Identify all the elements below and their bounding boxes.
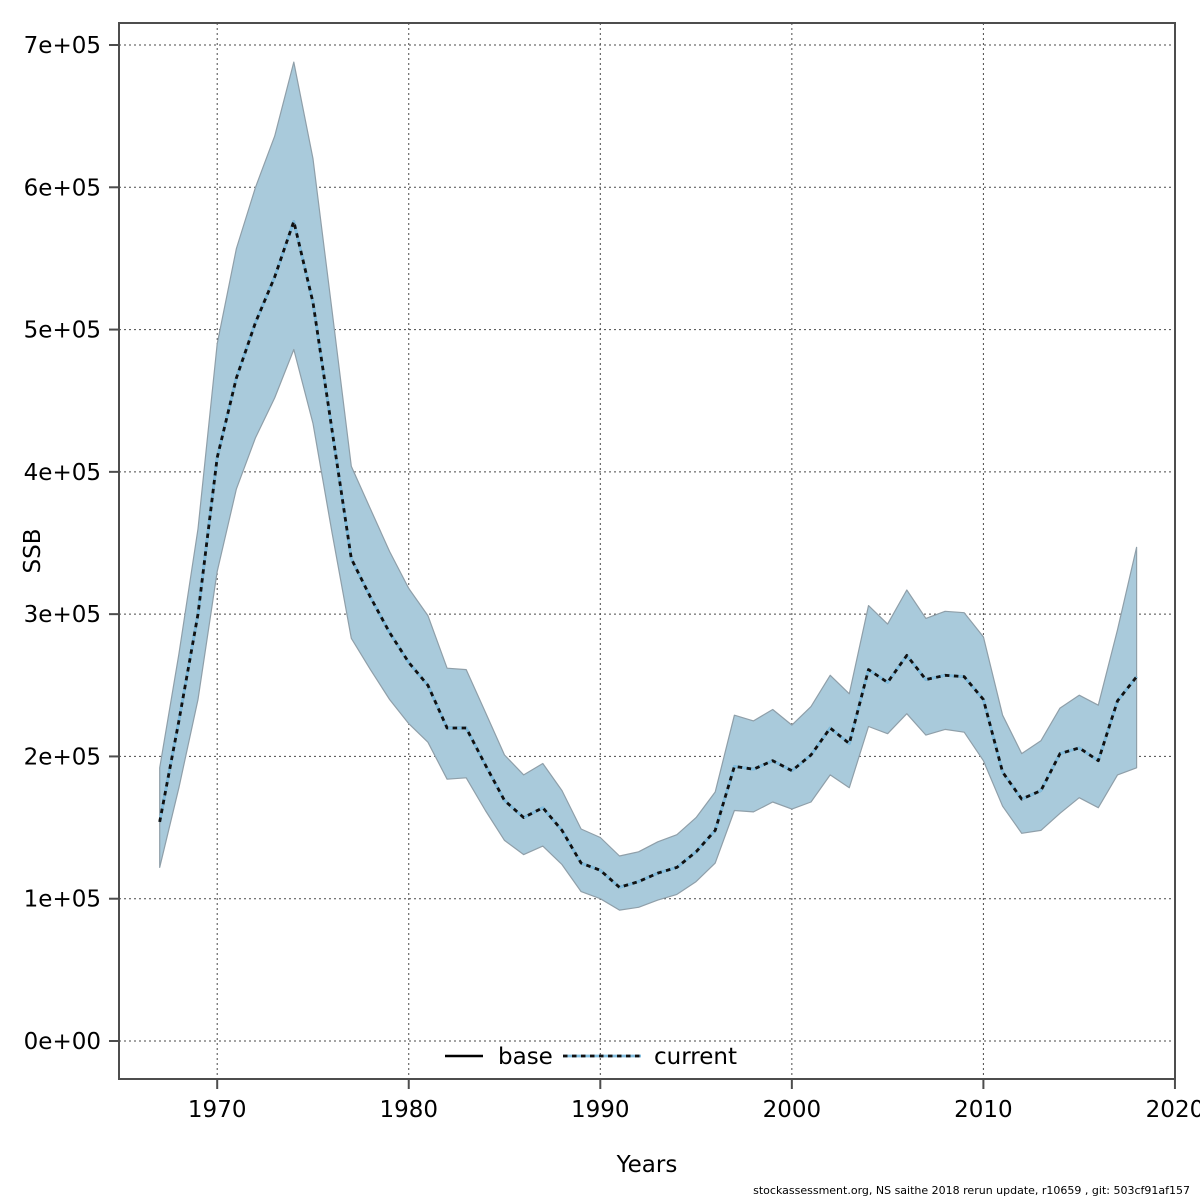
- x-axis-title: Years: [616, 1152, 678, 1178]
- footer-caption: stockassessment.org, NS saithe 2018 reru…: [753, 1184, 1190, 1197]
- y-tick-label: 0e+00: [24, 1029, 101, 1055]
- y-axis-title: SSB: [20, 529, 46, 574]
- y-tick-label: 4e+05: [24, 460, 101, 486]
- y-tick-label: 2e+05: [24, 744, 101, 770]
- legend: base current: [445, 1044, 737, 1070]
- x-tick-label: 2010: [954, 1097, 1013, 1123]
- y-tick-label: 5e+05: [24, 318, 101, 344]
- axis-ticks: [109, 43, 1176, 1089]
- x-tick-label: 2000: [763, 1097, 822, 1123]
- legend-current-label: current: [654, 1044, 737, 1070]
- current-line-dashes: [158, 219, 1138, 889]
- y-tick-label: 7e+05: [24, 33, 101, 59]
- confidence-band: [159, 61, 1138, 911]
- axis-tick-labels: 1970 1980 1990 2000 2010 2020 0e+00 1e+05 2e+05 3…: [24, 33, 1200, 1123]
- y-tick-label: 3e+05: [24, 602, 101, 628]
- ci-band-polygon: [159, 61, 1138, 911]
- x-tick-label: 1990: [571, 1097, 630, 1123]
- series-lines: [158, 219, 1138, 889]
- plot-frame: [118, 22, 1176, 1080]
- x-tick-label: 1970: [188, 1097, 247, 1123]
- legend-base-label: base: [498, 1044, 553, 1070]
- y-tick-label: 6e+05: [24, 175, 101, 201]
- y-tick-label: 1e+05: [24, 887, 101, 913]
- x-tick-label: 1980: [379, 1097, 438, 1123]
- x-tick-label: 2020: [1146, 1097, 1200, 1123]
